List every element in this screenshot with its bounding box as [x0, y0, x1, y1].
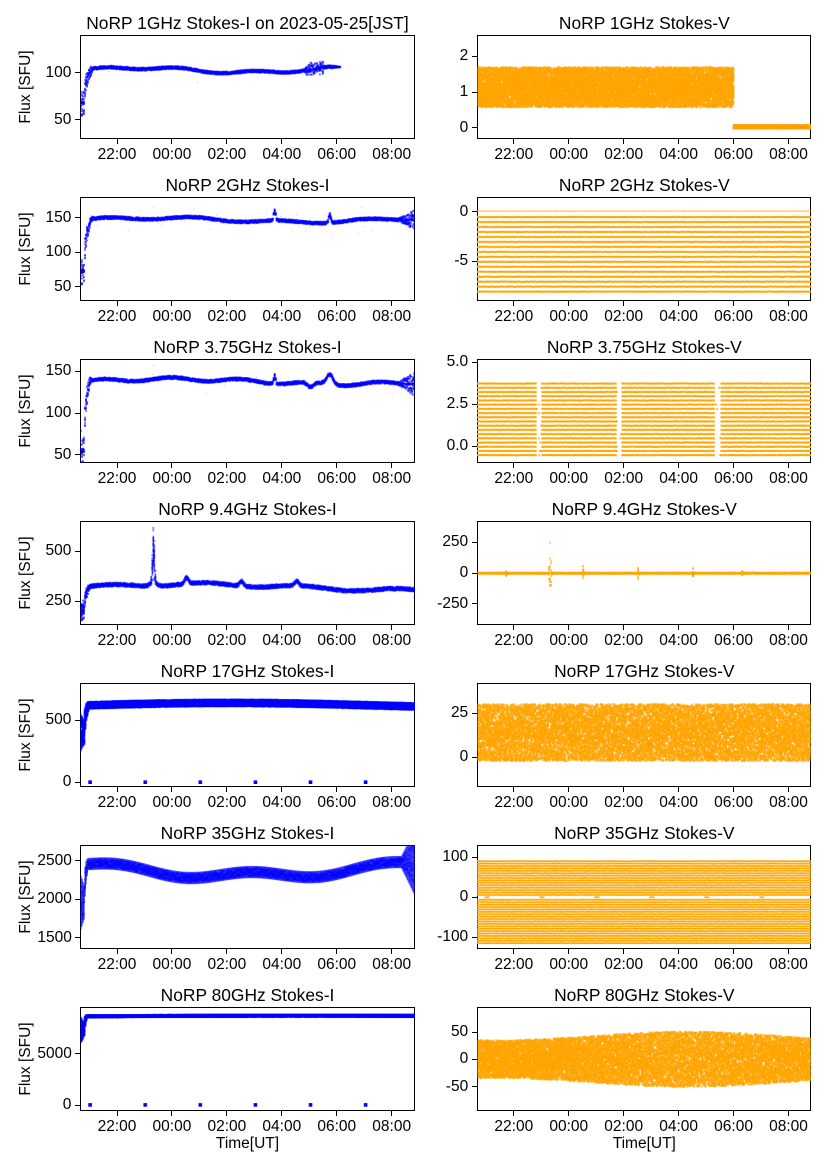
svg-text:Flux [SFU]: Flux [SFU] — [17, 374, 34, 447]
svg-text:Flux [SFU]: Flux [SFU] — [17, 1023, 34, 1096]
svg-text:Flux [SFU]: Flux [SFU] — [17, 212, 34, 285]
svg-text:Flux [SFU]: Flux [SFU] — [17, 50, 34, 123]
svg-text:Flux [SFU]: Flux [SFU] — [17, 861, 34, 934]
svg-text:Flux [SFU]: Flux [SFU] — [17, 536, 34, 609]
svg-text:Flux [SFU]: Flux [SFU] — [17, 699, 34, 772]
